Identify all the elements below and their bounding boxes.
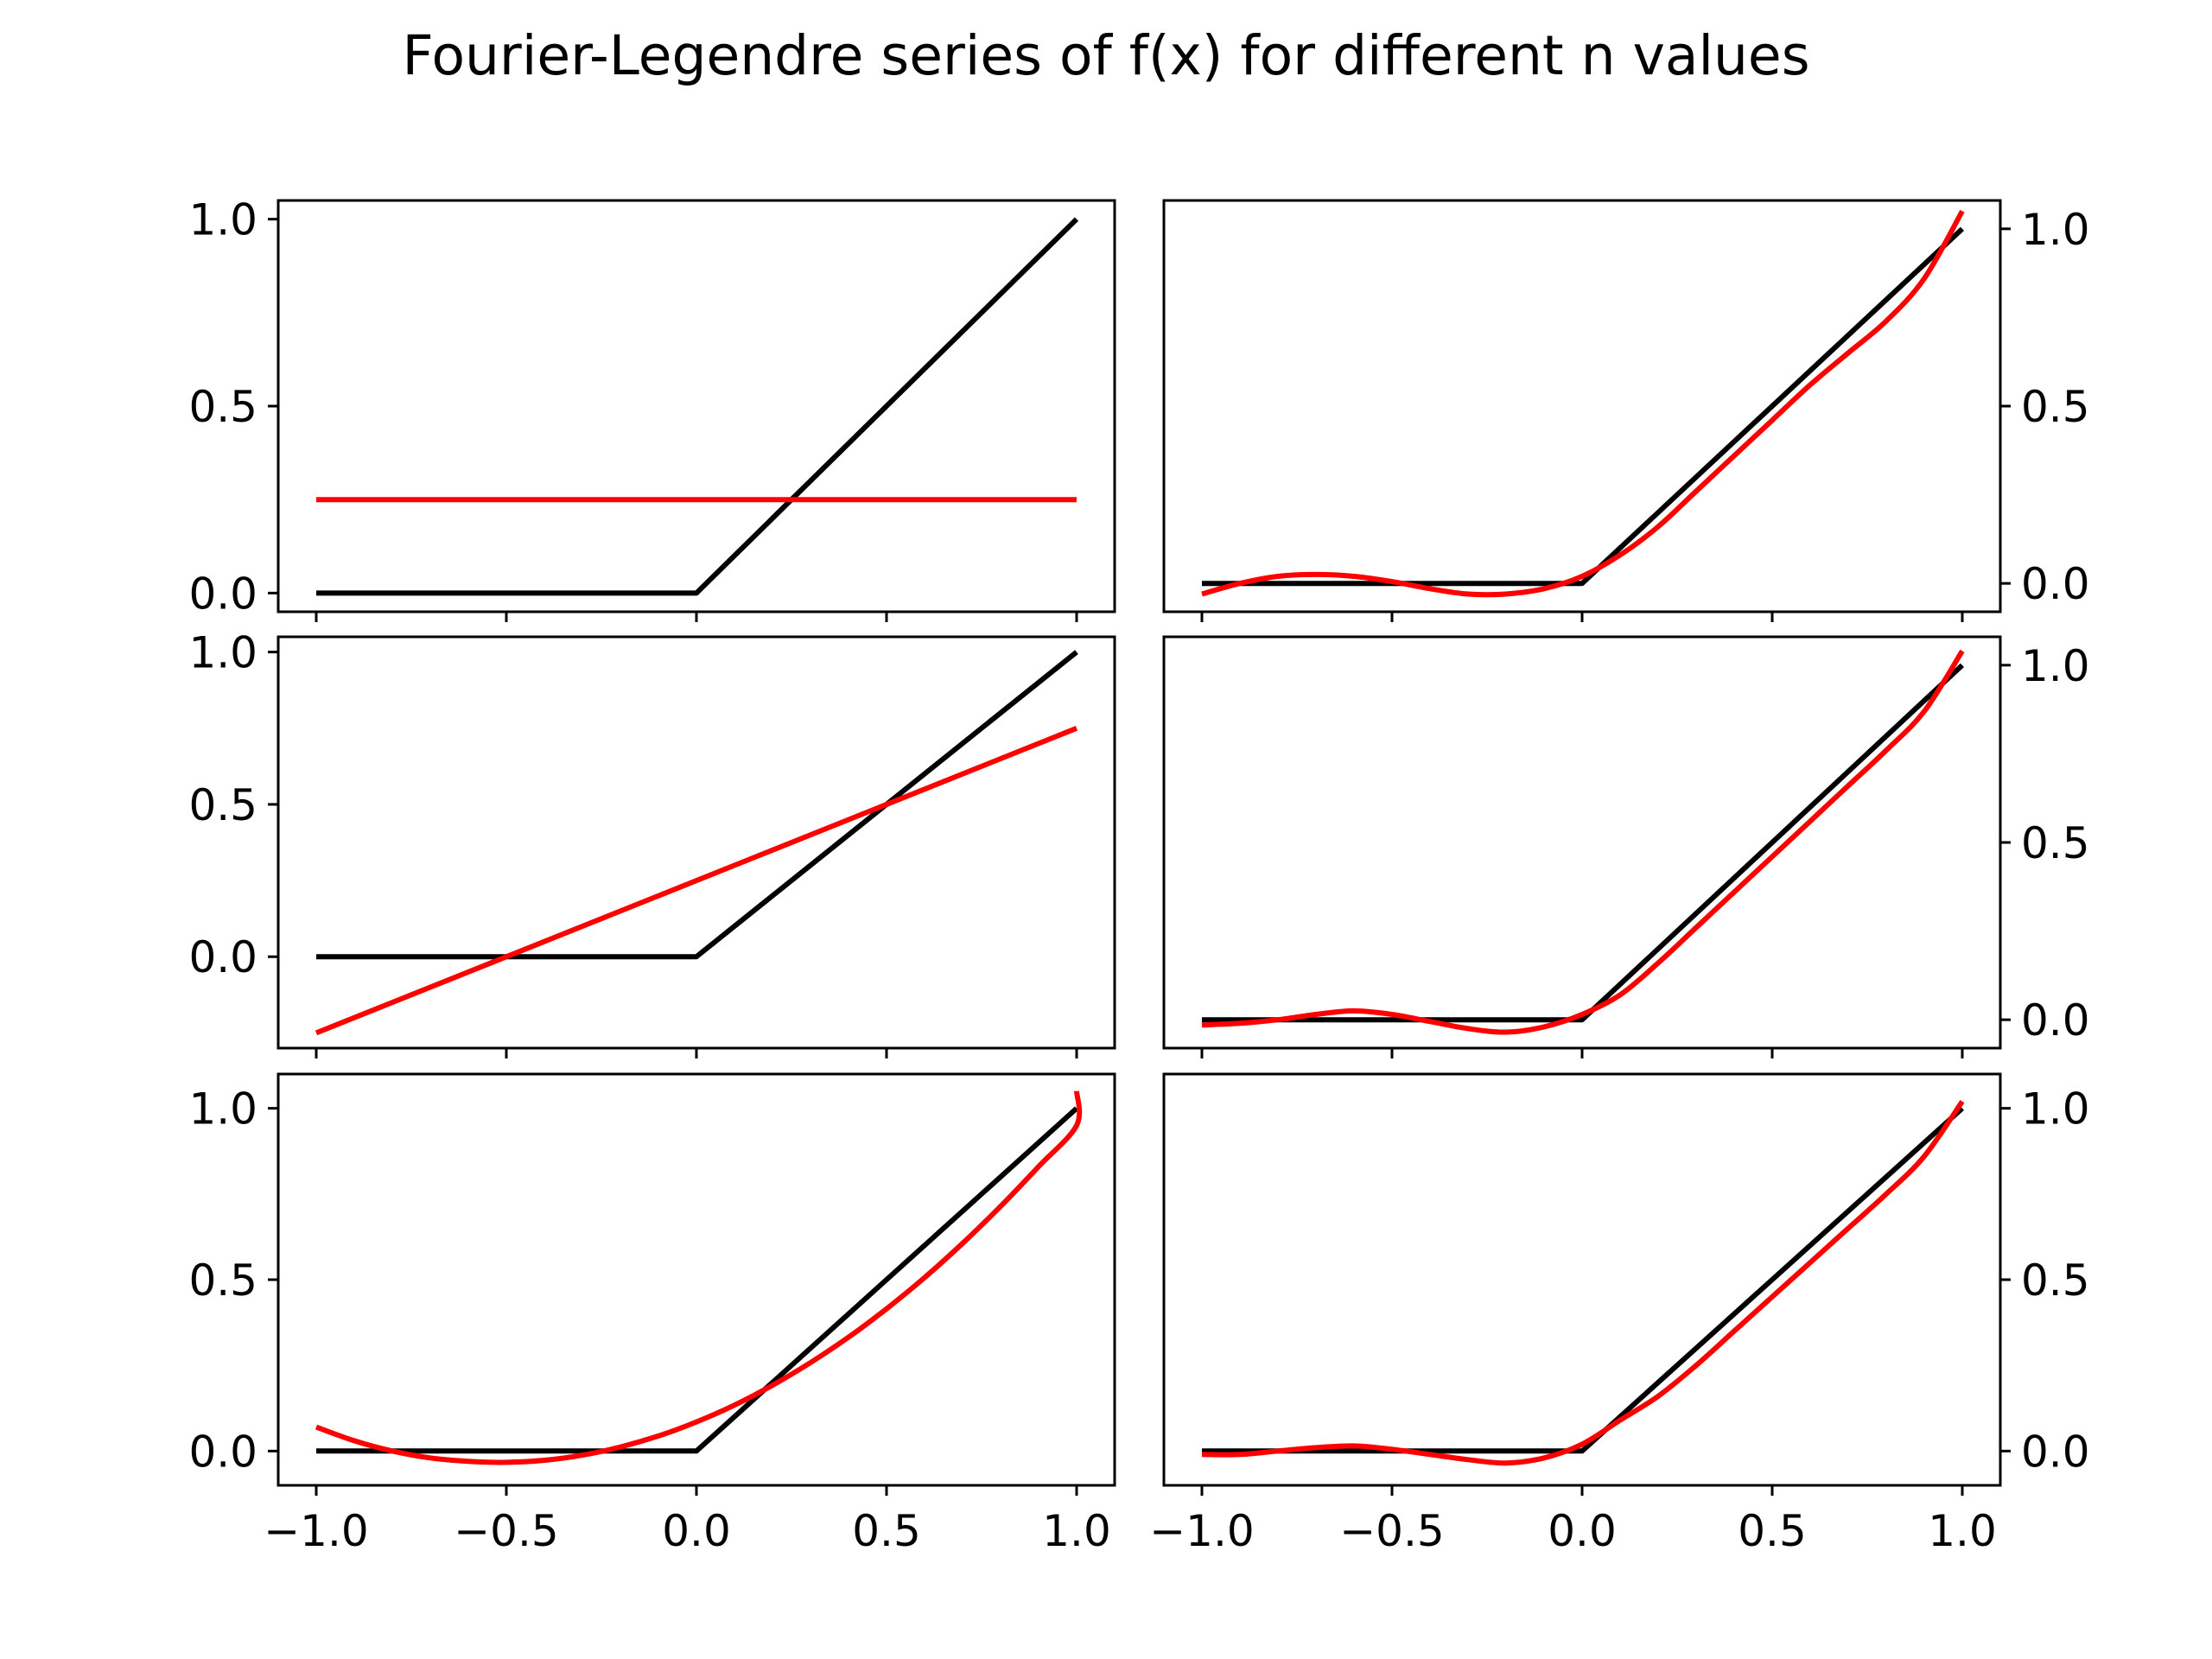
- x-tick-label: 0.0: [1548, 1506, 1617, 1556]
- y-tick-label: 1.0: [188, 1084, 257, 1135]
- function-line: [1202, 663, 1965, 1023]
- y-tick-label: 0.5: [188, 780, 257, 830]
- subplot-bottom-right: −1.0 −0.5 0.0 0.5 1.0 0.0 0.5 1.0: [1149, 1072, 2090, 1556]
- y-tick-label: 0.0: [188, 569, 257, 619]
- y-tick-label: 0.0: [2021, 995, 2090, 1046]
- subplot-middle-right: 0.0 0.5 1.0: [1162, 635, 2090, 1058]
- x-tick-label: −0.5: [454, 1506, 558, 1556]
- x-tick-label: 0.5: [1738, 1506, 1807, 1556]
- x-tick-label: 1.0: [1042, 1506, 1111, 1556]
- subplot-grid: 0.00.51.00.00.51.00.00.51.00.00.51.0−1.0…: [188, 195, 2089, 1556]
- plot-area: [315, 1090, 1083, 1465]
- y-tick-label: 0.5: [188, 1255, 257, 1306]
- x-tick-label: −1.0: [1149, 1506, 1254, 1556]
- approximation-line: [1201, 209, 1965, 598]
- y-tick-label: 0.0: [2021, 559, 2090, 609]
- y-tick-label: 0.0: [2021, 1427, 2090, 1477]
- plot-area: [1201, 209, 1965, 598]
- y-tick-label: 1.0: [188, 195, 257, 245]
- plot-area: [1201, 1099, 1965, 1466]
- function-line: [1202, 226, 1965, 587]
- function-line: [316, 217, 1079, 596]
- x-tick-label: −1.0: [264, 1506, 368, 1556]
- function-line: [316, 1106, 1079, 1454]
- subplot-middle-left: 0.0 0.5 1.0: [188, 628, 1116, 1058]
- y-tick-label: 0.5: [188, 382, 257, 432]
- approximation-line: [315, 726, 1078, 1036]
- subplot-top-right: 0.0 0.5 1.0: [1162, 199, 2090, 622]
- subplot-top-left: 0.0 0.5 1.0: [188, 195, 1116, 622]
- y-tick-label: 1.0: [188, 628, 257, 678]
- y-tick-label: 1.0: [2021, 641, 2090, 691]
- subplot-bottom-left: −1.0 −0.5 0.0 0.5 1.0 0.0 0.5 1.0: [188, 1072, 1116, 1556]
- chart-title: Fourier-Legendre series of f(x) for diff…: [402, 24, 1809, 87]
- x-tick-label: 1.0: [1928, 1506, 1997, 1556]
- approximation-line: [315, 1090, 1083, 1465]
- x-tick-label: 0.0: [662, 1506, 731, 1556]
- plot-area: [1201, 649, 1965, 1035]
- y-tick-label: 1.0: [2021, 205, 2090, 255]
- y-tick-label: 1.0: [2021, 1084, 2090, 1135]
- x-tick-label: 0.5: [852, 1506, 921, 1556]
- y-tick-label: 0.0: [188, 1427, 257, 1477]
- y-tick-label: 0.5: [2021, 382, 2090, 432]
- plot-area: [316, 217, 1079, 596]
- approximation-line: [1201, 1099, 1965, 1466]
- y-tick-label: 0.5: [2021, 1255, 2090, 1306]
- function-line: [1202, 1106, 1965, 1454]
- function-line: [316, 650, 1078, 960]
- approximation-line: [1201, 649, 1965, 1035]
- y-tick-label: 0.5: [2021, 818, 2090, 868]
- x-tick-label: −0.5: [1339, 1506, 1444, 1556]
- y-tick-label: 0.0: [188, 932, 257, 982]
- plot-area: [315, 650, 1078, 1036]
